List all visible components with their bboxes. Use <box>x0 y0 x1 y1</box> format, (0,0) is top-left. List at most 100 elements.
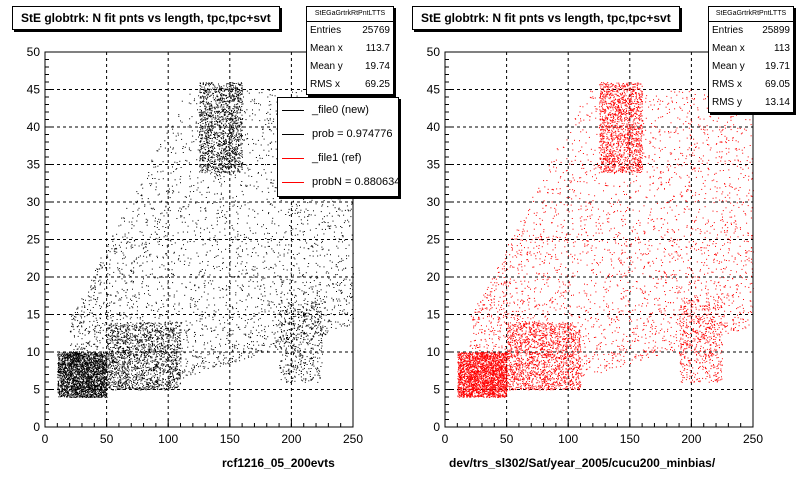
data-point <box>74 379 76 381</box>
data-point <box>221 87 223 89</box>
data-point <box>72 369 74 371</box>
data-point <box>200 126 202 128</box>
data-point <box>89 376 91 378</box>
data-point <box>206 154 208 155</box>
data-point <box>136 343 138 345</box>
data-point <box>61 380 63 382</box>
data-point <box>179 358 180 360</box>
data-point <box>234 164 235 166</box>
data-point <box>125 378 127 380</box>
data-point <box>122 386 124 388</box>
data-point <box>97 355 99 357</box>
data-point <box>71 355 73 357</box>
data-point <box>75 383 77 385</box>
data-point <box>231 89 233 91</box>
data-point <box>107 346 109 348</box>
data-point <box>96 360 98 361</box>
data-point <box>72 372 73 374</box>
data-point <box>99 374 101 375</box>
data-point <box>123 363 125 365</box>
data-point <box>90 369 92 371</box>
data-point <box>144 355 146 357</box>
data-point <box>223 133 225 135</box>
data-point <box>155 350 157 352</box>
data-point <box>71 365 73 367</box>
data-point <box>134 326 136 328</box>
data-point <box>61 388 63 390</box>
data-point <box>170 336 172 338</box>
data-point <box>76 380 78 382</box>
data-point <box>204 158 206 160</box>
data-point <box>204 111 205 113</box>
data-point <box>172 388 173 390</box>
data-point <box>103 355 105 357</box>
data-point <box>151 345 153 347</box>
data-point <box>68 367 70 369</box>
data-point <box>169 386 171 388</box>
data-point <box>81 391 83 392</box>
data-point <box>232 136 234 137</box>
data-point <box>225 155 227 157</box>
data-point <box>106 382 107 384</box>
data-point <box>82 395 84 397</box>
data-point <box>159 331 161 333</box>
data-point <box>217 119 219 120</box>
data-point <box>216 105 218 107</box>
data-point <box>232 123 234 125</box>
data-point <box>112 354 114 356</box>
data-point <box>225 145 227 147</box>
data-point <box>96 355 98 357</box>
data-point <box>153 386 155 388</box>
data-point <box>211 89 213 91</box>
data-point <box>225 163 227 165</box>
data-point <box>80 389 82 391</box>
data-point <box>84 365 86 367</box>
data-point <box>75 381 77 382</box>
data-point <box>158 385 160 387</box>
data-point <box>100 378 102 380</box>
data-point <box>61 382 62 384</box>
data-point <box>91 383 92 385</box>
data-point <box>215 168 216 170</box>
data-point <box>209 107 211 109</box>
data-point <box>140 354 142 356</box>
data-point <box>217 157 219 159</box>
data-point <box>67 378 68 380</box>
data-point <box>223 166 225 168</box>
data-point <box>104 360 106 362</box>
data-point <box>78 359 80 361</box>
data-point <box>225 141 227 143</box>
data-point <box>100 370 102 372</box>
data-point <box>73 395 75 397</box>
data-point <box>101 387 103 389</box>
data-point <box>139 360 141 362</box>
data-point <box>235 143 237 145</box>
data-point <box>157 364 159 365</box>
data-point <box>239 171 241 173</box>
data-point <box>200 146 202 148</box>
data-point <box>153 324 155 326</box>
data-point <box>65 357 67 359</box>
data-point <box>63 357 65 358</box>
data-point <box>157 382 159 384</box>
data-point <box>72 386 74 387</box>
data-point <box>70 364 72 366</box>
data-point <box>87 385 89 387</box>
data-point <box>82 364 84 365</box>
data-point <box>130 342 132 344</box>
data-point <box>222 120 224 122</box>
data-point <box>169 382 171 384</box>
data-point <box>66 383 68 385</box>
data-point <box>238 144 239 146</box>
data-point <box>219 125 221 127</box>
data-point <box>231 95 233 96</box>
data-point <box>167 364 169 366</box>
data-point <box>166 329 168 331</box>
data-point <box>88 396 90 398</box>
data-point <box>127 366 129 368</box>
data-point <box>100 390 102 391</box>
data-point <box>230 97 231 99</box>
data-point <box>95 358 97 360</box>
data-point <box>99 383 101 385</box>
data-point <box>102 359 104 361</box>
